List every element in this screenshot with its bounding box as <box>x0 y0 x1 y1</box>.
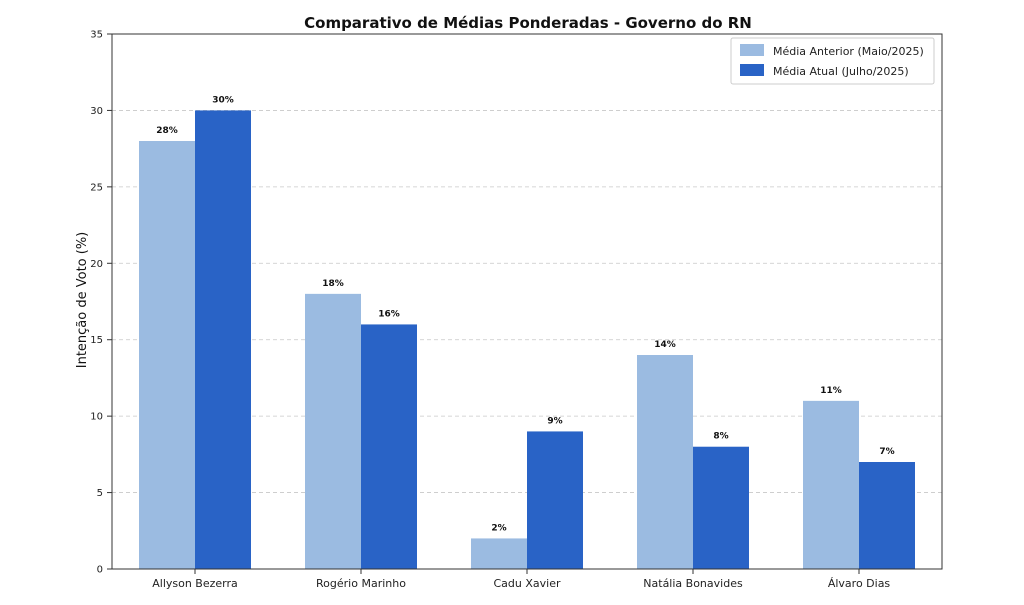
bar-value-label: 9% <box>547 416 562 426</box>
x-axis-ticks: Allyson Bezerra Rogério Marinho Cadu Xavie… <box>152 569 890 590</box>
y-axis-ticks: 0 5 10 15 20 25 30 35 <box>90 30 112 576</box>
bars <box>139 110 915 569</box>
chart-title: Comparativo de Médias Ponderadas - Gover… <box>304 14 752 32</box>
bar-value-label: 14% <box>654 340 676 350</box>
bar-value-labels: 28% 30% 18% 16% 2% 9% 14% 8% 11% 7% <box>156 95 894 533</box>
bar-value-label: 11% <box>820 386 842 396</box>
bar-current <box>361 324 417 569</box>
y-tick-label: 0 <box>97 565 103 576</box>
x-tick-label: Álvaro Dias <box>828 577 891 590</box>
bar-value-label: 18% <box>322 279 344 289</box>
bar-previous <box>305 293 361 569</box>
bar-previous <box>637 355 693 569</box>
x-tick-label: Natália Bonavides <box>643 577 743 590</box>
bar-current <box>195 110 251 569</box>
x-tick-label: Cadu Xavier <box>493 577 560 590</box>
bar-previous <box>471 538 527 569</box>
y-tick-label: 5 <box>97 488 103 499</box>
bar-previous <box>139 141 195 569</box>
bar-value-label: 8% <box>713 432 728 442</box>
legend: Média Anterior (Maio/2025) Média Atual (… <box>730 37 935 85</box>
y-tick-label: 15 <box>90 335 103 346</box>
y-tick-label: 35 <box>90 30 103 41</box>
y-axis-label: Intenção de Voto (%) <box>75 232 90 369</box>
legend-label-current: Média Atual (Julho/2025) <box>773 65 909 78</box>
x-tick-label: Rogério Marinho <box>316 577 406 590</box>
bar-value-label: 16% <box>378 309 400 319</box>
bar-current <box>693 446 749 569</box>
legend-swatch-previous <box>740 44 764 56</box>
y-tick-label: 20 <box>90 259 103 270</box>
legend-label-previous: Média Anterior (Maio/2025) <box>773 45 924 58</box>
x-tick-label: Allyson Bezerra <box>152 577 238 590</box>
bar-current <box>859 462 915 569</box>
bar-value-label: 2% <box>491 523 506 533</box>
bar-previous <box>803 400 859 569</box>
legend-box <box>730 37 935 85</box>
bar-current <box>527 431 583 569</box>
bar-value-label: 7% <box>879 447 894 457</box>
y-tick-label: 25 <box>90 182 103 193</box>
bar-value-label: 28% <box>156 126 178 136</box>
y-tick-label: 10 <box>90 412 103 423</box>
legend-swatch-current <box>740 64 764 76</box>
y-tick-label: 30 <box>90 106 103 117</box>
bar-value-label: 30% <box>212 95 234 105</box>
